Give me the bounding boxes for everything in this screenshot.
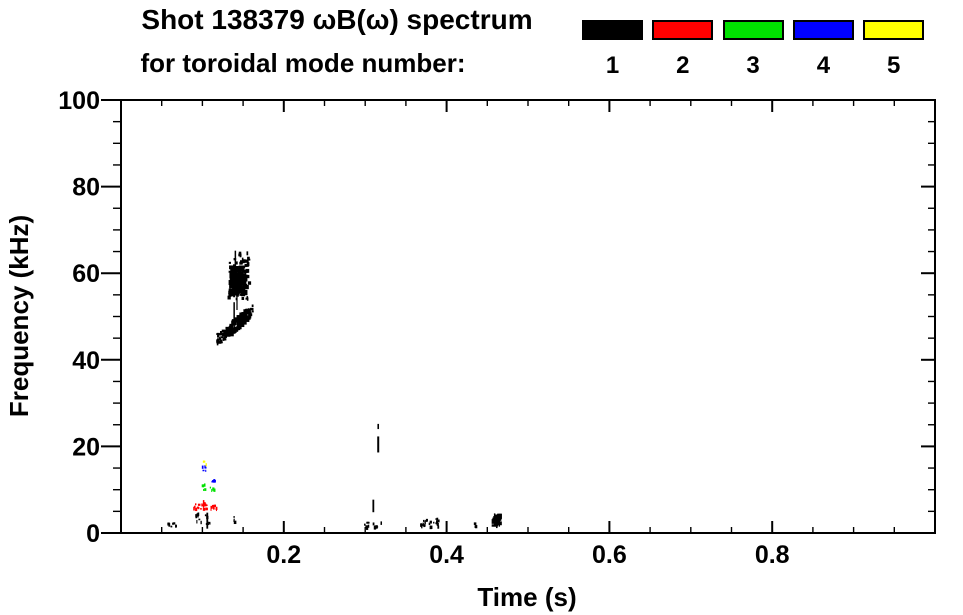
- legend-swatch-n3: [722, 20, 784, 40]
- y-tick-label: 60: [72, 260, 100, 288]
- series-points-4: [201, 465, 216, 483]
- legend: 1 2 3 4 5: [0, 0, 963, 90]
- legend-number-n1: 1: [605, 52, 620, 79]
- x-tick-label: 0.8: [755, 541, 790, 569]
- series-points-5: [202, 460, 207, 467]
- y-tick-label: 20: [72, 433, 100, 461]
- legend-number-n3: 3: [746, 52, 760, 79]
- axis-ticks: [101, 99, 935, 534]
- legend-swatch-n1: [582, 20, 643, 40]
- data-points-layer: [167, 250, 502, 530]
- series-points-2: [193, 500, 218, 512]
- chart-title-line1: Shot 138379 ωB(ω) spectrum: [141, 4, 533, 35]
- legend-number-n2: 2: [676, 52, 690, 79]
- y-tick-label: 80: [72, 174, 100, 202]
- x-tick-label: 0.6: [592, 541, 627, 569]
- x-tick-labels: 0.2 0.4 0.6 0.8: [266, 541, 789, 569]
- legend-number-n5: 5: [887, 52, 901, 79]
- legend-swatch-n4: [792, 20, 854, 40]
- y-tick-label: 0: [86, 520, 100, 548]
- series-points-3: [201, 483, 216, 493]
- y-tick-labels: 0 20 40 60 80 100: [58, 87, 100, 548]
- y-axis-title: Frequency (kHz): [4, 215, 34, 417]
- chart-title-line2: for toroidal mode number:: [140, 48, 466, 78]
- legend-swatch-n5: [863, 20, 925, 40]
- y-tick-label: 100: [58, 87, 100, 115]
- series-points-1: [167, 250, 502, 530]
- legend-swatch-n2: [652, 20, 714, 40]
- x-tick-label: 0.4: [429, 541, 464, 569]
- legend-number-n4: 4: [816, 52, 831, 79]
- x-axis-title: Time (s): [477, 582, 576, 612]
- x-tick-label: 0.2: [266, 541, 301, 569]
- y-tick-label: 40: [72, 347, 100, 375]
